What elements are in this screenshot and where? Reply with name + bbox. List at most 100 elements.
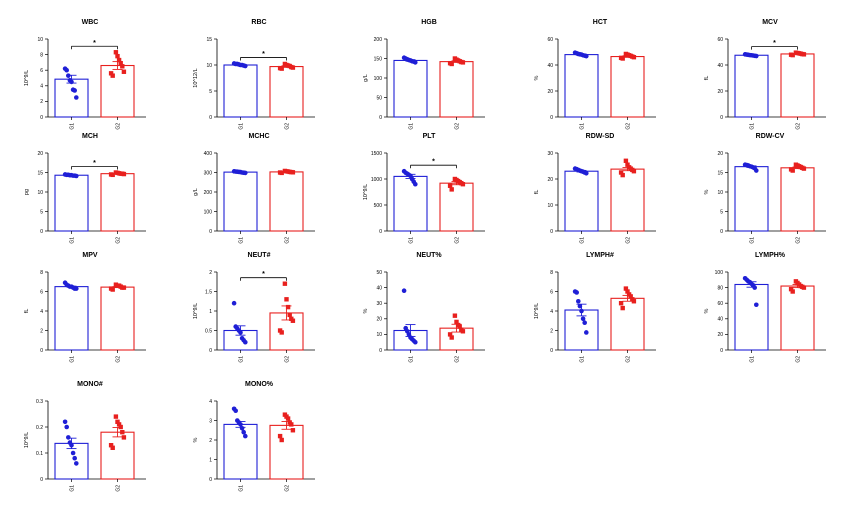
x-tick-label: G1 [580,237,586,244]
x-tick-label: G2 [626,123,632,130]
y-tick-label: 20 [717,151,723,157]
y-axis-label: fL [534,190,540,195]
data-point-g2 [279,66,284,71]
panel-mpv: MPV fL 0 2 4 6 8 G1 G2 [24,252,146,363]
y-tick-label: 1 [209,457,212,463]
data-point-g2 [631,55,637,60]
bar-g1 [223,64,258,118]
data-point-g2 [447,183,453,188]
y-tick-label: 2 [40,99,43,105]
data-point-g2 [454,319,459,325]
data-point-g2 [457,324,462,329]
panel-title: LYMPH# [586,252,614,259]
y-tick-label: 8 [40,270,43,276]
x-tick-label: G1 [409,237,415,244]
data-point-g2 [108,443,114,448]
bar-g2 [269,424,304,480]
y-tick-label: 1500 [371,151,382,157]
data-point-g1 [74,95,79,100]
bar-g2 [780,167,815,232]
bar-g1 [734,283,769,351]
y-tick-label: 20 [717,332,723,338]
y-tick-label: 20 [717,89,723,95]
data-point-g1 [64,424,69,430]
data-point-g1 [239,426,245,431]
y-tick-label: 100 [374,76,383,82]
panel-lymph-: LYMPH%% 0 20 40 60 80 100 G1 G2 [704,252,826,363]
y-tick-label: 0 [720,229,723,235]
panel-title: MONO# [77,381,103,388]
bar-g1 [564,170,599,232]
data-point-g2 [110,73,115,78]
y-tick-label: 0 [209,229,212,235]
y-tick-label: 10 [717,190,723,196]
data-point-g1 [243,339,248,345]
panel-lymph-: LYMPH# 10^9/L 0 2 4 6 8 G1 G2 [534,252,656,363]
data-point-g2 [287,312,292,318]
y-tick-label: 10 [37,190,43,196]
data-point-g1 [62,419,68,425]
panel-mchc: MCHC g/L 0 100 200 300 400 G1 G2 [193,133,315,244]
data-point-g1 [231,300,237,306]
bar-g2 [439,61,474,118]
panel-title: HCT [593,19,608,26]
y-tick-label: 8 [550,270,553,276]
y-tick-label: 6 [550,289,553,295]
data-point-g2 [620,172,625,178]
y-tick-label: 30 [547,151,553,157]
x-tick-label: G1 [70,123,76,130]
y-tick-label: 0 [209,348,212,354]
data-point-g2 [449,335,454,340]
y-tick-label: 200 [204,190,213,196]
panel-hct: HCT% 0 20 40 60 G1 G2 [534,19,656,130]
panel-title: MONO% [245,381,274,388]
x-tick-label: G2 [285,485,291,492]
data-point-g1 [754,302,759,308]
bar-g2 [100,431,135,480]
panel-rbc: RBC 10^12/L 0 5 10 15 G1 G2 * [193,19,315,130]
data-point-g2 [110,287,115,292]
data-point-g2 [801,52,807,57]
y-tick-label: 80 [717,285,723,291]
x-tick-label: G2 [796,356,802,363]
data-point-g2 [289,422,294,427]
data-point-g1 [66,435,71,440]
bar-g1 [393,59,428,118]
data-point-g2 [108,71,114,76]
data-point-g2 [625,289,630,294]
data-point-g2 [631,169,637,174]
y-tick-label: 2 [209,270,212,276]
x-tick-label: G2 [455,123,461,130]
y-tick-label: 40 [717,317,723,323]
y-tick-label: 0.2 [36,425,43,431]
panel-mono-: MONO%% 0 1 2 3 4 G1 G2 [193,381,315,492]
y-axis-label: 10^9/L [24,432,30,448]
panel-title: MPV [82,252,98,259]
x-tick-label: G1 [239,356,245,363]
bar-g1 [54,286,89,351]
panel-title: MCV [762,19,778,26]
significance-label: * [773,40,776,47]
data-point-g1 [74,173,79,179]
data-point-g2 [279,330,284,335]
data-point-g1 [238,330,243,335]
data-point-g1 [243,63,248,69]
x-tick-label: G2 [285,123,291,130]
data-point-g1 [413,339,418,345]
y-tick-label: 0 [40,115,43,121]
data-point-g1 [69,79,74,85]
bar-g1 [54,174,89,232]
y-tick-label: 0 [379,115,382,121]
data-point-g2 [116,422,122,427]
data-point-g2 [618,301,624,306]
y-tick-label: 0 [40,477,43,483]
y-tick-label: 4 [550,309,553,315]
data-point-g2 [790,52,795,58]
y-tick-label: 40 [547,63,553,69]
y-axis-label: fL [704,76,710,81]
data-point-g1 [576,298,581,304]
y-tick-label: 1.5 [205,289,212,295]
data-point-g1 [584,330,589,335]
y-tick-label: 60 [547,37,553,43]
data-point-g1 [233,408,238,414]
